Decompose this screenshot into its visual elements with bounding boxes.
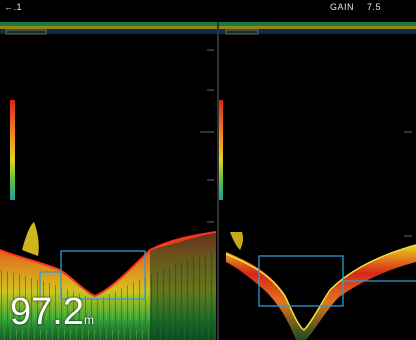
gain-value: 7.5 [367, 2, 382, 12]
depth-unit: m [83, 313, 94, 327]
panel-divider [217, 22, 219, 340]
gain-label: GAIN [330, 2, 355, 12]
status-bar: ←.1 GAIN 7.5 [0, 0, 416, 22]
depth-value: 97.2 [10, 291, 84, 333]
right-color-scale [219, 100, 223, 200]
zoom-frames [39, 250, 416, 307]
mode-indicator: ←.1 [4, 2, 23, 12]
left-color-scale [10, 100, 15, 200]
left-zoom-frame [60, 250, 146, 300]
left-seabed-echo [0, 222, 217, 340]
surface-band [0, 22, 416, 35]
right-range-scale [404, 131, 412, 237]
right-seabed-echo [225, 232, 416, 340]
depth-readout: 97.2m [10, 292, 94, 340]
left-zoom-frame-link [39, 271, 61, 300]
